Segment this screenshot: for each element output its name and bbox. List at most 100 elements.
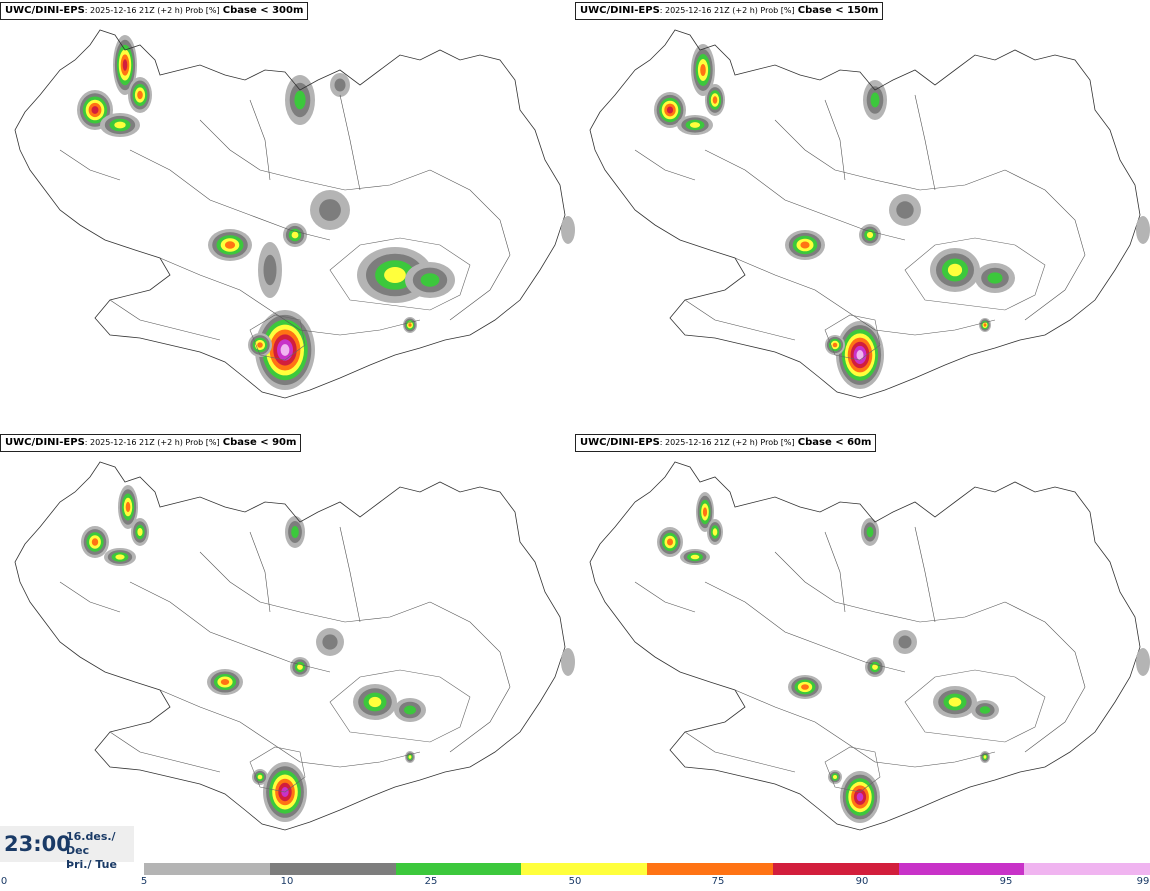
road-line xyxy=(429,601,511,753)
run-meta: : 2025-12-16 21Z (+2 h) Prob [%] xyxy=(659,438,795,447)
iceland-map xyxy=(589,461,1150,831)
probability-contour xyxy=(896,201,914,219)
model-name: UWC/DINI-EPS xyxy=(580,5,660,16)
road-line xyxy=(299,751,421,768)
probability-contour xyxy=(368,696,382,708)
probability-contour xyxy=(291,526,299,538)
probability-contour xyxy=(690,554,700,560)
parameter-label: Cbase < 300m xyxy=(222,5,304,16)
legend-swatch xyxy=(1024,863,1150,875)
panel-title: UWC/DINI-EPS: 2025-12-16 21Z (+2 h) Prob… xyxy=(575,434,877,452)
probability-contour xyxy=(224,241,236,249)
legend-swatch xyxy=(647,863,773,875)
valid-time: 23:00 xyxy=(4,832,71,856)
probability-contour xyxy=(408,755,412,759)
road-line xyxy=(704,581,906,673)
legend-tick-label: 0 xyxy=(0,876,8,887)
legend-tick-label: 95 xyxy=(999,876,1013,887)
probability-contour xyxy=(983,323,987,327)
road-line xyxy=(129,149,331,241)
probability-contour xyxy=(408,323,412,327)
road-line xyxy=(824,99,846,181)
probability-contour xyxy=(294,90,306,110)
road-line xyxy=(824,531,846,613)
probability-contour xyxy=(712,528,718,536)
panel-title: UWC/DINI-EPS: 2025-12-16 21Z (+2 h) Prob… xyxy=(0,2,309,20)
road-line xyxy=(249,99,271,181)
probability-contour xyxy=(800,241,810,249)
legend-tick-label: 10 xyxy=(280,876,294,887)
probability-contour xyxy=(948,697,962,707)
probability-contour xyxy=(983,755,987,759)
road-line xyxy=(684,299,796,341)
model-name: UWC/DINI-EPS xyxy=(5,437,85,448)
parameter-label: Cbase < 90m xyxy=(222,437,297,448)
road-line xyxy=(1004,169,1086,321)
map-panel-90m: UWC/DINI-EPS: 2025-12-16 21Z (+2 h) Prob… xyxy=(0,432,575,862)
glacier-outline xyxy=(249,746,306,793)
road-line xyxy=(59,149,121,181)
road-line xyxy=(299,319,421,336)
probability-contour xyxy=(872,664,878,670)
probability-contour xyxy=(689,122,701,128)
road-line xyxy=(429,169,511,321)
road-line xyxy=(914,94,936,191)
coastline xyxy=(589,461,1141,831)
probability-color-legend xyxy=(144,863,1150,875)
legend-tick-label: 50 xyxy=(568,876,582,887)
probability-contour xyxy=(420,273,440,287)
probability-contour xyxy=(220,679,230,685)
probability-contour xyxy=(263,254,277,286)
probability-contour xyxy=(322,634,338,650)
road-line xyxy=(634,581,696,613)
legend-swatch xyxy=(395,863,522,875)
probability-contour xyxy=(666,106,674,114)
panel-title: UWC/DINI-EPS: 2025-12-16 21Z (+2 h) Prob… xyxy=(0,434,302,452)
road-line xyxy=(874,319,996,336)
glacier-outline xyxy=(329,669,471,743)
road-line xyxy=(339,94,361,191)
legend-tick-label: 90 xyxy=(855,876,869,887)
glacier-outline xyxy=(249,314,306,361)
run-meta: : 2025-12-16 21Z (+2 h) Prob [%] xyxy=(659,6,795,15)
legend-swatch xyxy=(144,863,270,875)
glacier-outline xyxy=(824,314,881,361)
road-line xyxy=(734,257,876,331)
glacier-outline xyxy=(824,746,881,793)
probability-contour xyxy=(801,684,809,690)
probability-contour xyxy=(319,199,341,221)
iceland-map xyxy=(589,29,1150,399)
map-panel-300m: UWC/DINI-EPS: 2025-12-16 21Z (+2 h) Prob… xyxy=(0,0,575,430)
probability-contour xyxy=(947,263,963,277)
probability-contour xyxy=(91,538,99,546)
legend-swatch xyxy=(772,863,899,875)
map-panel-150m: UWC/DINI-EPS: 2025-12-16 21Z (+2 h) Prob… xyxy=(575,0,1150,430)
probability-contour xyxy=(1136,216,1150,244)
date-line: 16.des./ Dec xyxy=(66,830,116,857)
road-line xyxy=(914,526,936,623)
probability-contour xyxy=(866,231,874,239)
panel-title: UWC/DINI-EPS: 2025-12-16 21Z (+2 h) Prob… xyxy=(575,2,884,20)
probability-contour xyxy=(832,342,838,348)
probability-contour xyxy=(856,350,864,360)
probability-contour xyxy=(114,121,126,129)
probability-contour xyxy=(384,267,406,283)
probability-contour xyxy=(122,59,128,71)
probability-contour xyxy=(137,528,143,536)
glacier-outline xyxy=(904,237,1046,311)
probability-contour xyxy=(1136,648,1150,676)
road-line xyxy=(109,731,221,773)
road-line xyxy=(704,149,906,241)
road-line xyxy=(109,299,221,341)
iceland-map xyxy=(14,29,575,399)
road-line xyxy=(1004,601,1086,753)
legend-tick-labels: 0 5 10 25 50 75 90 95 99 xyxy=(0,876,1150,890)
probability-contour xyxy=(898,635,912,649)
road-line xyxy=(249,531,271,613)
probability-contour xyxy=(137,90,143,100)
valid-date: 16.des./ Dec Þri./ Tue xyxy=(66,830,134,872)
road-line xyxy=(199,551,431,623)
map-panel-60m: UWC/DINI-EPS: 2025-12-16 21Z (+2 h) Prob… xyxy=(575,432,1150,862)
model-name: UWC/DINI-EPS xyxy=(5,5,85,16)
road-line xyxy=(634,149,696,181)
